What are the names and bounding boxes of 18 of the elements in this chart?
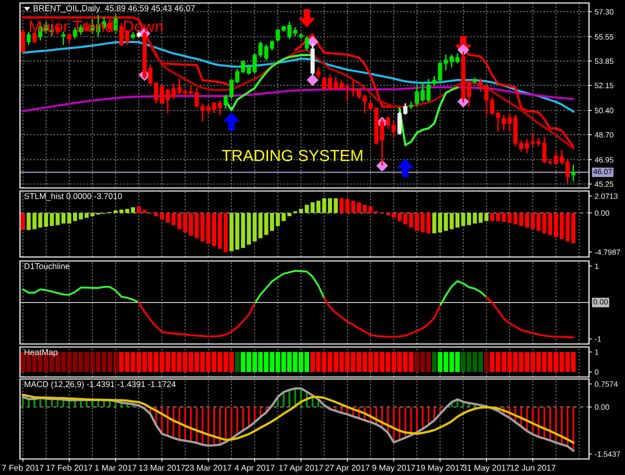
x-tick-label: 17 Feb 2017 — [46, 464, 92, 471]
x-tick-label: 13 Mar 2017 — [139, 464, 185, 471]
x-tick-label: 9 May 2017 — [372, 464, 416, 472]
x-tick-label: 4 Apr 2017 — [234, 464, 274, 472]
x-tick-label: 31 May 2017 — [462, 464, 510, 472]
x-tick-label: 12 Jun 2017 — [510, 464, 556, 471]
chart-title: D1Touchline — [24, 263, 70, 270]
x-tick-label: 7 Feb 2017 — [2, 464, 44, 471]
chart-title: BRENT_OIL,Daily 45.89 46.59 45.43 46.07 — [34, 5, 195, 13]
chart-title: HeatMap — [24, 349, 58, 357]
x-tick-label: 19 May 2017 — [416, 464, 464, 472]
x-tick-label: 1 Mar 2017 — [95, 464, 136, 471]
annotation: TRADING SYSTEM — [222, 150, 362, 162]
x-tick-label: 27 Apr 2017 — [325, 464, 370, 472]
x-tick-label: 17 Apr 2017 — [279, 464, 324, 472]
x-tick-label: 23 Mar 2017 — [185, 464, 232, 471]
chart-title: STLM_hist 0.0000 -3.7010 — [24, 193, 122, 201]
chart-title: MACD (12,26,9) -1.4391 -1.4391 -1.1724 — [24, 381, 176, 389]
